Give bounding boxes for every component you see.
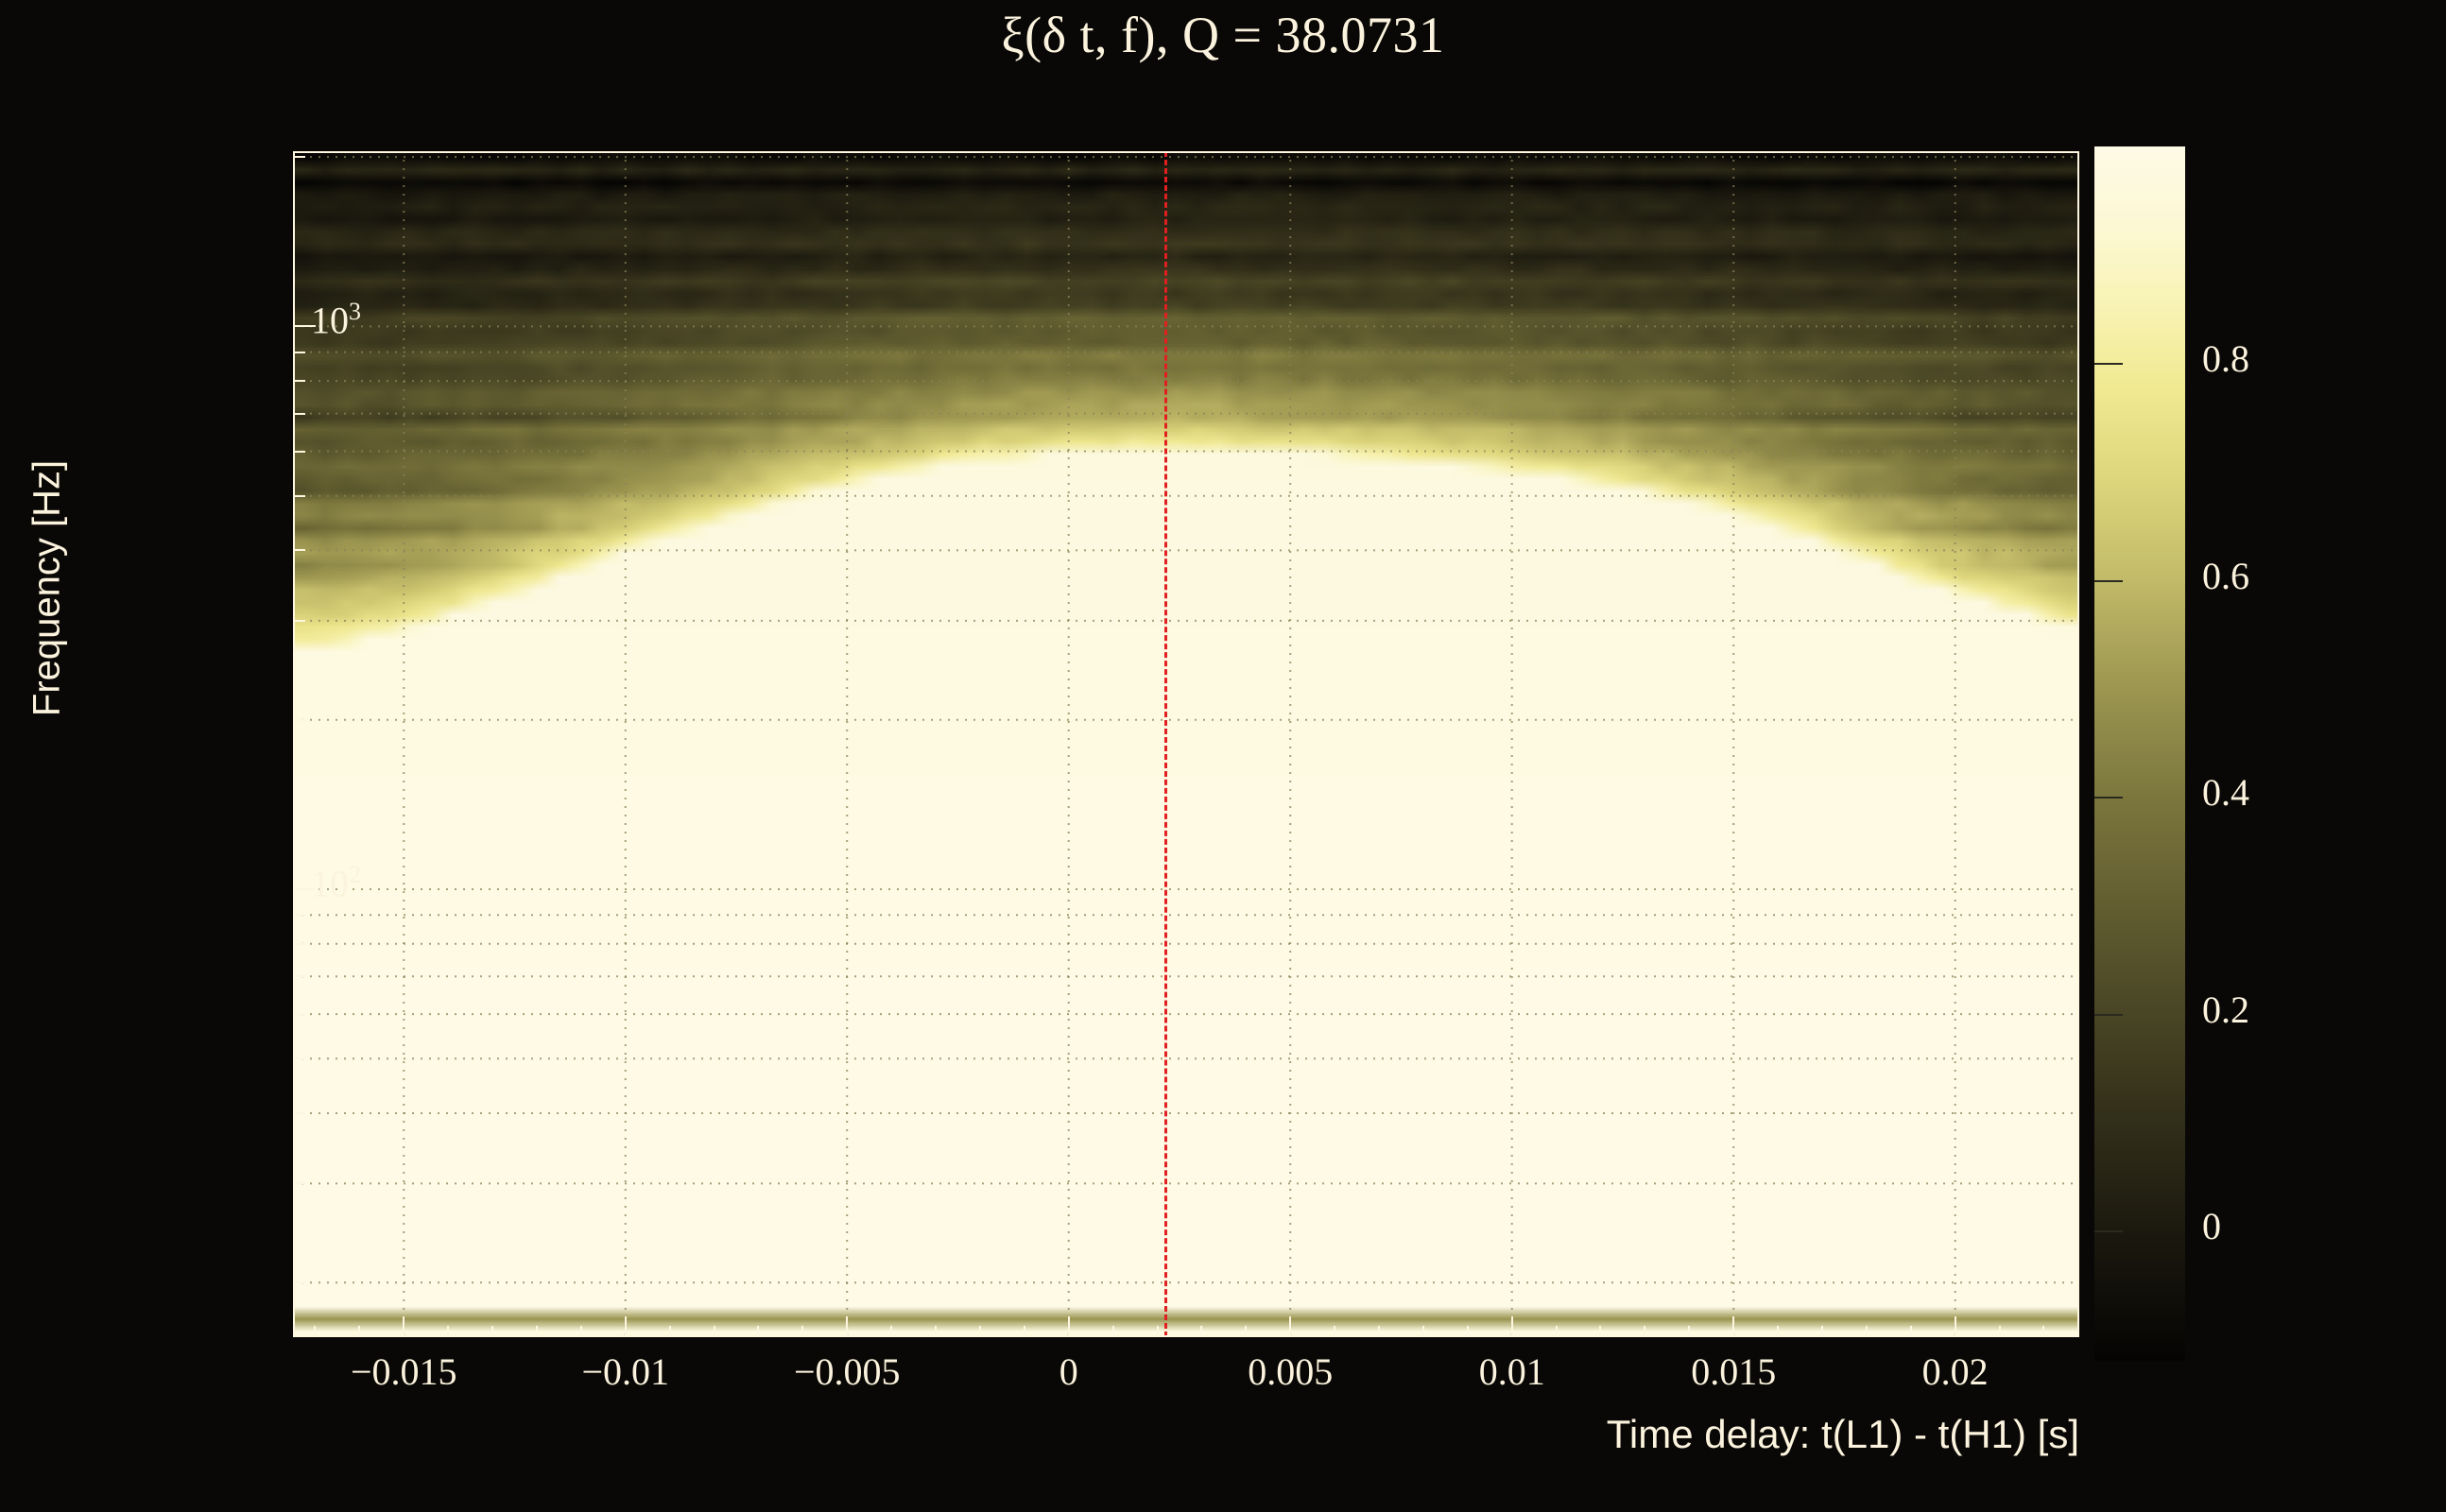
y-tick-minor (293, 718, 305, 721)
x-tick-label: 0.015 (1691, 1350, 1777, 1393)
x-tick-minor (1245, 1326, 1248, 1337)
y-tick-minor (293, 1013, 305, 1016)
y-tick-minor (293, 380, 305, 383)
heatmap-canvas (293, 151, 2079, 1337)
x-tick-minor (2042, 1326, 2045, 1337)
x-tick-minor (1599, 1326, 1602, 1337)
x-tick-minor (1111, 1326, 1114, 1337)
x-tick-minor (1644, 1326, 1646, 1337)
y-tick-minor (293, 1182, 305, 1185)
x-tick-minor (1555, 1326, 1558, 1337)
colorbar-tick-label: 0.6 (2202, 554, 2249, 597)
colorbar[interactable] (2094, 146, 2185, 1361)
x-tick-minor (978, 1326, 981, 1337)
x-tick-minor (579, 1326, 582, 1337)
y-tick-minor (293, 1111, 305, 1114)
x-tick-minor (1466, 1326, 1469, 1337)
x-tick-label: −0.005 (793, 1350, 901, 1393)
page-title: ξ(δ t, f), Q = 38.0731 (1001, 7, 1445, 63)
x-tick-label: 0 (1059, 1350, 1078, 1393)
colorbar-tick-label: 0.4 (2202, 771, 2249, 815)
y-tick-minor (293, 351, 305, 353)
x-tick-minor (1067, 1326, 1070, 1337)
colorbar-tick (2094, 1013, 2123, 1016)
colorbar-gradient (2094, 146, 2185, 1361)
x-tick-minor (314, 1326, 317, 1337)
x-tick-minor (1289, 1326, 1292, 1337)
colorbar-tick (2094, 797, 2123, 799)
colorbar-tick-label: 0.8 (2202, 337, 2249, 381)
x-tick-label: −0.015 (350, 1350, 457, 1393)
colorbar-tick-label: 0 (2202, 1205, 2221, 1248)
x-tick-minor (890, 1326, 893, 1337)
colorbar-tick (2094, 363, 2123, 366)
y-tick-minor (293, 914, 305, 917)
x-tick-minor (1200, 1326, 1203, 1337)
x-tick-minor (491, 1326, 494, 1337)
y-tick-minor (293, 156, 305, 159)
y-tick-minor (293, 494, 305, 497)
x-axis-title: Time delay: t(L1) - t(H1) [s] (1606, 1412, 2079, 1456)
peak-delay-line (1163, 151, 1167, 1337)
x-tick-minor (1334, 1326, 1336, 1337)
x-tick-minor (1732, 1326, 1735, 1337)
x-tick-minor (1378, 1326, 1380, 1337)
x-tick-minor (535, 1326, 538, 1337)
heatmap-image (293, 151, 2079, 1337)
x-tick-minor (447, 1326, 450, 1337)
x-tick-minor (403, 1326, 405, 1337)
heatmap-plot-area[interactable] (293, 151, 2079, 1337)
y-tick-label: 102 (311, 861, 361, 905)
y-tick-exponent: 2 (349, 860, 361, 888)
x-tick-minor (1820, 1326, 1823, 1337)
x-tick-minor (668, 1326, 671, 1337)
x-tick-minor (713, 1326, 715, 1337)
x-tick-minor (358, 1326, 361, 1337)
colorbar-tick-label: 0.2 (2202, 988, 2249, 1031)
x-tick-minor (935, 1326, 938, 1337)
x-tick-minor (624, 1326, 627, 1337)
x-tick-minor (757, 1326, 760, 1337)
y-tick-minor (293, 450, 305, 453)
x-tick-minor (1156, 1326, 1159, 1337)
x-tick-label: 0.01 (1478, 1350, 1545, 1393)
y-tick-minor (293, 412, 305, 415)
colorbar-tick (2094, 1230, 2123, 1233)
y-tick-minor (293, 942, 305, 945)
x-tick-minor (846, 1326, 849, 1337)
x-tick-minor (1954, 1326, 1956, 1337)
y-tick-label: 103 (311, 298, 361, 342)
x-tick-minor (801, 1326, 804, 1337)
y-tick-exponent: 3 (349, 298, 361, 326)
x-tick-label: 0.02 (1921, 1350, 1989, 1393)
x-tick-label: −0.01 (581, 1350, 670, 1393)
x-tick-label: 0.005 (1248, 1350, 1334, 1393)
y-axis-title: Frequency [Hz] (26, 459, 68, 717)
y-tick-minor (293, 549, 305, 552)
x-tick-minor (1510, 1326, 1513, 1337)
y-tick-major (293, 887, 316, 890)
x-tick-minor (1909, 1326, 1912, 1337)
x-tick-minor (1688, 1326, 1691, 1337)
y-tick-minor (293, 975, 305, 978)
colorbar-tick (2094, 579, 2123, 582)
y-tick-major (293, 325, 316, 328)
x-tick-minor (1777, 1326, 1780, 1337)
x-tick-minor (1998, 1326, 2001, 1337)
x-tick-minor (1421, 1326, 1424, 1337)
y-tick-minor (293, 1281, 305, 1284)
x-tick-minor (1023, 1326, 1025, 1337)
y-tick-minor (293, 619, 305, 622)
x-tick-minor (1865, 1326, 1868, 1337)
y-tick-mantissa: 10 (311, 299, 349, 342)
y-tick-minor (293, 1057, 305, 1060)
y-tick-mantissa: 10 (311, 862, 349, 905)
